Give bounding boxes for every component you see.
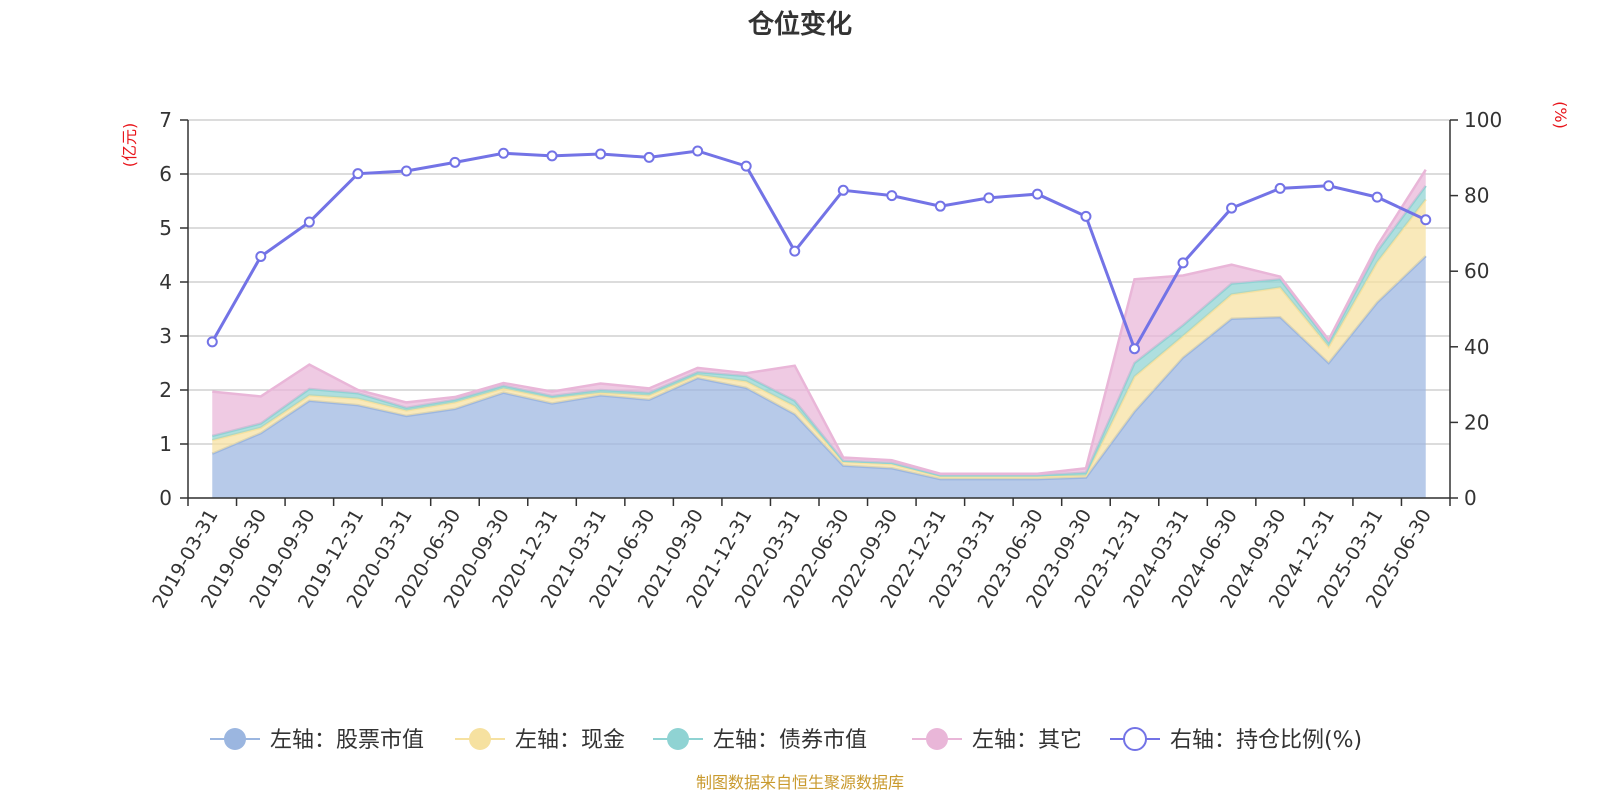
right-tick-label: 60 <box>1464 259 1489 283</box>
left-tick-label: 3 <box>159 324 172 348</box>
ratio-point <box>837 184 849 196</box>
left-tick-label: 1 <box>159 432 172 456</box>
legend-label: 左轴：现金 <box>515 728 625 753</box>
ratio-point <box>595 148 607 160</box>
ratio-point <box>789 245 801 257</box>
legend-marker <box>469 728 491 750</box>
data-source-note: 制图数据来自恒生聚源数据库 <box>696 773 904 792</box>
area-series-3 <box>212 185 1426 477</box>
legend: 左轴：股票市值 左轴：现金 左轴：债券市值 左轴：其它 右轴：持仓比例(%) <box>210 727 1362 753</box>
legend-marker <box>667 728 689 750</box>
stacked-areas <box>211 169 1427 498</box>
area-series-2 <box>212 199 1426 480</box>
ratio-point <box>643 151 655 163</box>
legend-marker <box>224 728 246 750</box>
ratio-point <box>983 192 995 204</box>
ratio-point <box>1323 180 1335 192</box>
ratio-point <box>1371 191 1383 203</box>
left-tick-label: 2 <box>159 378 172 402</box>
right-tick-label: 20 <box>1464 410 1489 434</box>
ratio-point <box>886 190 898 202</box>
ratio-point <box>1129 343 1140 355</box>
right-tick-label: 0 <box>1464 486 1477 510</box>
chart-title: 仓位变化 <box>747 9 852 40</box>
legend-marker <box>926 728 948 750</box>
ratio-point <box>498 147 509 159</box>
legend-label: 左轴：其它 <box>972 728 1082 753</box>
left-axis-unit: (亿元) <box>120 123 139 168</box>
ratio-point <box>1274 182 1286 194</box>
legend-label: 右轴：持仓比例(%) <box>1170 728 1362 753</box>
ratio-line-path <box>210 149 1427 353</box>
left-tick-label: 0 <box>159 486 172 510</box>
legend-marker <box>1123 727 1147 751</box>
left-tick-label: 5 <box>159 216 172 240</box>
left-tick-label: 4 <box>159 270 172 294</box>
ratio-point <box>1031 188 1043 200</box>
left-tick-label: 6 <box>159 162 172 186</box>
area-series-1 <box>212 256 1426 498</box>
right-tick-label: 40 <box>1464 335 1489 359</box>
legend-label: 左轴：债券市值 <box>713 728 867 753</box>
ratio-point <box>1420 214 1432 226</box>
right-tick-label: 100 <box>1464 108 1502 132</box>
ratio-point <box>546 150 558 162</box>
ratio-point <box>303 216 315 228</box>
right-axis-unit: (%) <box>1551 101 1570 129</box>
ratio-point <box>1226 202 1238 214</box>
ratio-point <box>692 145 704 157</box>
holding-ratio-line <box>206 145 1432 355</box>
right-tick-label: 80 <box>1464 184 1489 208</box>
left-tick-label: 7 <box>159 108 172 132</box>
ratio-point <box>255 250 267 262</box>
ratio-point <box>740 160 752 172</box>
ratio-point <box>1177 257 1189 269</box>
ratio-point <box>352 168 364 180</box>
area-edge-series-4 <box>212 169 1427 475</box>
ratio-point <box>206 336 218 348</box>
ratio-point <box>1080 210 1092 222</box>
ratio-point <box>934 200 946 212</box>
ratio-point <box>449 156 461 168</box>
ratio-point <box>400 165 412 177</box>
legend-label: 左轴：股票市值 <box>270 728 424 753</box>
